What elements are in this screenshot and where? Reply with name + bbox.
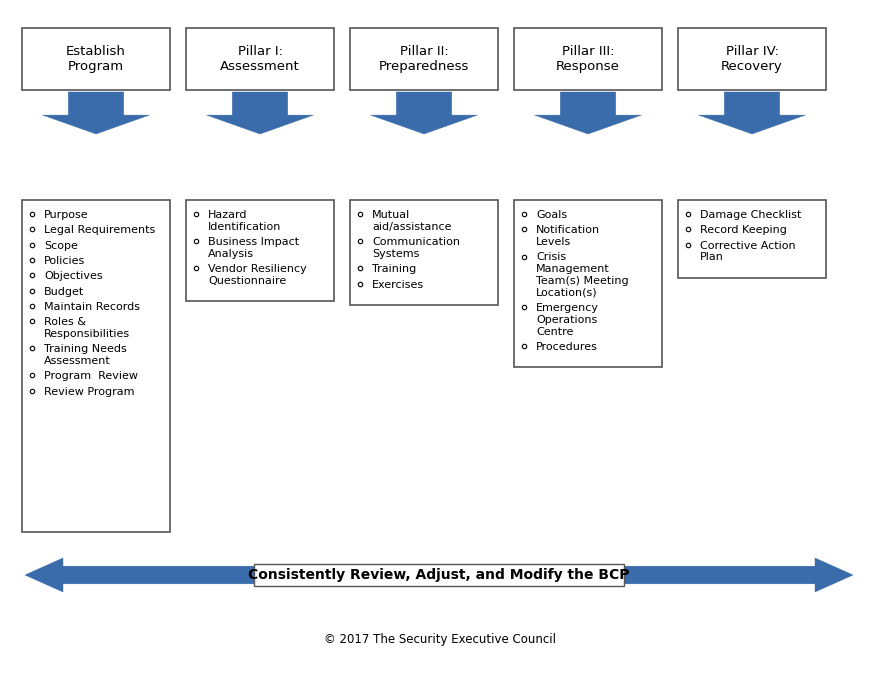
Text: Exercises: Exercises: [372, 279, 424, 290]
Text: Policies: Policies: [44, 256, 85, 266]
Text: Vendor Resiliency: Vendor Resiliency: [208, 265, 307, 274]
Text: Systems: Systems: [372, 249, 420, 259]
FancyBboxPatch shape: [678, 28, 826, 90]
FancyBboxPatch shape: [186, 28, 334, 90]
Text: Pillar I:
Assessment: Pillar I: Assessment: [220, 45, 300, 73]
Text: Corrective Action: Corrective Action: [700, 241, 796, 251]
Polygon shape: [370, 92, 477, 134]
FancyBboxPatch shape: [514, 28, 662, 90]
Text: Analysis: Analysis: [208, 249, 254, 259]
FancyBboxPatch shape: [678, 200, 826, 277]
Text: Pillar III:
Response: Pillar III: Response: [556, 45, 620, 73]
Text: Program  Review: Program Review: [44, 371, 138, 381]
Text: Location(s): Location(s): [536, 288, 598, 298]
FancyBboxPatch shape: [350, 28, 498, 90]
Text: Procedures: Procedures: [536, 342, 598, 352]
Text: Communication: Communication: [372, 237, 460, 247]
Text: Review Program: Review Program: [44, 387, 135, 396]
Text: Pillar II:
Preparedness: Pillar II: Preparedness: [378, 45, 469, 73]
Polygon shape: [43, 92, 150, 134]
Text: Budget: Budget: [44, 286, 84, 296]
Text: Centre: Centre: [536, 326, 574, 337]
Text: Responsibilities: Responsibilities: [44, 329, 130, 339]
Text: Objectives: Objectives: [44, 271, 103, 282]
Text: Establish
Program: Establish Program: [66, 45, 126, 73]
Text: Purpose: Purpose: [44, 210, 89, 220]
Text: Assessment: Assessment: [44, 356, 111, 366]
Text: Roles &: Roles &: [44, 317, 86, 327]
Text: Hazard: Hazard: [208, 210, 247, 220]
Text: Pillar IV:
Recovery: Pillar IV: Recovery: [721, 45, 783, 73]
FancyBboxPatch shape: [22, 200, 170, 532]
FancyBboxPatch shape: [350, 200, 498, 305]
Text: Questionnaire: Questionnaire: [208, 276, 286, 286]
Text: aid/assistance: aid/assistance: [372, 222, 451, 232]
Polygon shape: [25, 558, 853, 592]
FancyBboxPatch shape: [22, 28, 170, 90]
Text: Identification: Identification: [208, 222, 282, 232]
Text: Levels: Levels: [536, 237, 571, 247]
Text: Consistently Review, Adjust, and Modify the BCP: Consistently Review, Adjust, and Modify …: [248, 568, 630, 582]
Text: Business Impact: Business Impact: [208, 237, 299, 247]
Text: Mutual: Mutual: [372, 210, 410, 220]
FancyBboxPatch shape: [254, 564, 624, 586]
Text: Operations: Operations: [536, 315, 598, 325]
Text: Legal Requirements: Legal Requirements: [44, 225, 155, 235]
FancyBboxPatch shape: [514, 200, 662, 367]
FancyBboxPatch shape: [186, 200, 334, 301]
Text: Maintain Records: Maintain Records: [44, 302, 140, 312]
Text: Team(s) Meeting: Team(s) Meeting: [536, 276, 628, 286]
Text: Record Keeping: Record Keeping: [700, 225, 787, 235]
Text: Management: Management: [536, 265, 610, 274]
Text: Training Needs: Training Needs: [44, 344, 127, 354]
Text: Damage Checklist: Damage Checklist: [700, 210, 802, 220]
Text: Scope: Scope: [44, 241, 77, 251]
Text: Goals: Goals: [536, 210, 567, 220]
Text: Crisis: Crisis: [536, 252, 566, 262]
Polygon shape: [699, 92, 805, 134]
Polygon shape: [207, 92, 313, 134]
Text: Plan: Plan: [700, 252, 724, 262]
Text: © 2017 The Security Executive Council: © 2017 The Security Executive Council: [324, 634, 556, 647]
Text: Notification: Notification: [536, 225, 600, 235]
Text: Emergency: Emergency: [536, 303, 599, 313]
Text: Training: Training: [372, 265, 416, 274]
Polygon shape: [535, 92, 642, 134]
